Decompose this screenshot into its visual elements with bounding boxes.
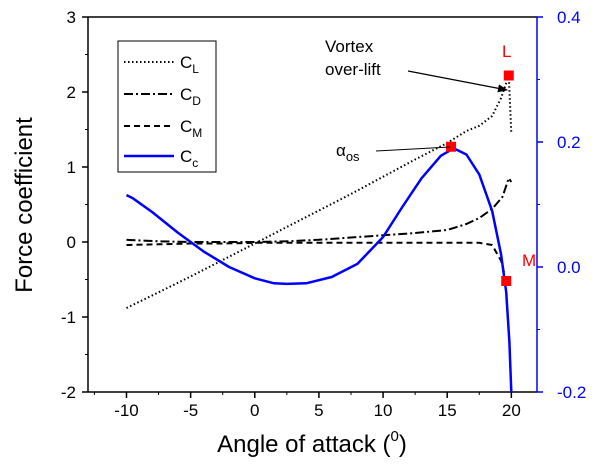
series-line-cc [125,147,513,393]
vortex-arrow [407,70,508,93]
x-tick-label: -10 [114,401,139,420]
series-line-cm [126,241,508,282]
y-left-tick-label: -1 [61,308,76,327]
y-right-axis-ticks: -0.2 0.0 0.2 0.4 [537,8,586,402]
x-tick-label: 20 [502,401,521,420]
y-axis-title: Force coefficient [11,117,38,293]
marker-alpha-os [446,141,457,152]
legend-label-cl: CL [180,53,199,76]
vortex-label-line2: over-lift [325,60,381,79]
vortex-label-line1: Vortex [325,37,374,56]
x-tick-label: 5 [314,401,323,420]
legend-label-cc: Cc [180,147,198,170]
series-line-cl [126,74,513,309]
label-L: L [502,42,511,61]
y-left-tick-label: 0 [67,233,76,252]
x-axis-title-main: Angle of attack ( [217,431,390,458]
legend-label-cm: CM [180,117,202,140]
annotations: Vortex over-lift L M αos [325,37,536,270]
x-axis-title: Angle of attack (0) [217,428,407,458]
legend-box [117,40,217,173]
legend-label-cd: CD [180,85,201,108]
marker-l [503,70,514,81]
legend-item-cl: CL [124,53,199,76]
y-left-tick-label: -2 [61,383,76,402]
legend-item-cd: CD [124,85,201,108]
y-left-axis-ticks: -2 -1 0 1 2 3 [61,8,88,402]
alpha-os-label: αos [336,141,360,164]
y-right-tick-label: -0.2 [557,383,586,402]
y-right-tick-label: 0.0 [557,258,581,277]
y-left-tick-label: 2 [67,83,76,102]
y-right-tick-label: 0.2 [557,133,581,152]
x-tick-label: -5 [183,401,198,420]
y-left-tick-label: 3 [67,8,76,27]
legend-item-cm: CM [124,117,202,140]
legend: CL CD CM Cc [117,40,217,173]
x-tick-label: 10 [374,401,393,420]
x-tick-label: 0 [250,401,259,420]
x-axis-title-end: ) [399,431,407,458]
y-left-tick-label: 1 [67,158,76,177]
marker-layer [446,70,514,286]
alpha-os-pointer [375,146,451,152]
series-layer [125,74,513,393]
marker-m [501,276,512,286]
label-M: M [522,251,536,270]
x-axis-ticks: -10 -5 0 5 10 15 20 [93,392,521,420]
y-right-tick-label: 0.4 [557,8,581,27]
x-tick-label: 15 [438,401,457,420]
series-line-cd [126,177,513,243]
legend-item-cc: Cc [124,147,198,170]
x-axis-title-sup: 0 [391,428,399,445]
